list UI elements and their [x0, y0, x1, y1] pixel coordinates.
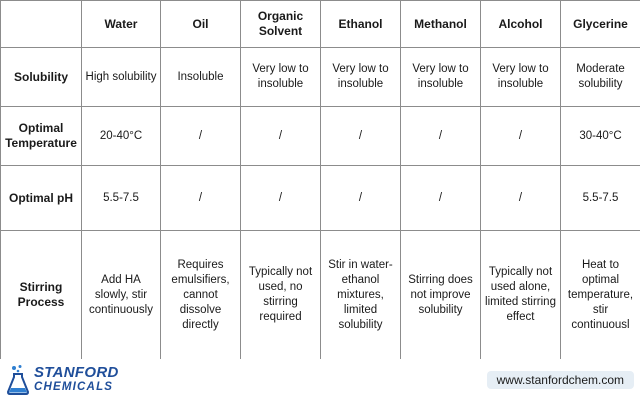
header-ethanol: Ethanol: [320, 0, 401, 48]
row-label-optimal-ph: Optimal pH: [0, 165, 82, 231]
table-row-solubility: Solubility High solubility Insoluble Ver…: [0, 47, 640, 107]
table-cell: Very low to insoluble: [400, 47, 481, 107]
row-label-solubility: Solubility: [0, 47, 82, 107]
header-oil: Oil: [160, 0, 241, 48]
table-cell: /: [480, 106, 561, 166]
table-cell: Stirring does not improve solubility: [400, 230, 481, 360]
header-water: Water: [81, 0, 161, 48]
table-cell: /: [400, 106, 481, 166]
table-cell: /: [160, 165, 241, 231]
table-cell: High solubility: [81, 47, 161, 107]
table-cell: Very low to insoluble: [240, 47, 321, 107]
table-cell: 20-40°C: [81, 106, 161, 166]
table-cell: /: [480, 165, 561, 231]
table-cell: 5.5-7.5: [81, 165, 161, 231]
logo-text-chemicals: CHEMICALS: [34, 381, 114, 393]
stanford-chemicals-logo[interactable]: STANFORD CHEMICALS: [6, 364, 119, 396]
page-footer: STANFORD CHEMICALS www.stanfordchem.com: [0, 359, 640, 400]
table-cell: /: [320, 106, 401, 166]
table-cell: Insoluble: [160, 47, 241, 107]
table-cell: Requires emulsifiers, cannot dissolve di…: [160, 230, 241, 360]
logo-text-stanford: STANFORD: [34, 364, 119, 381]
table-cell: Moderate solubility: [560, 47, 640, 107]
table-row-optimal-ph: Optimal pH 5.5-7.5 / / / / / 5.5-7.5: [0, 165, 640, 231]
table-cell: Heat to optimal temperature, stir contin…: [560, 230, 640, 360]
table-header-row: Water Oil Organic Solvent Ethanol Methan…: [0, 0, 640, 48]
row-label-stirring-process: Stirring Process: [0, 230, 82, 360]
table-cell: Add HA slowly, stir continuously: [81, 230, 161, 360]
table-cell: 30-40°C: [560, 106, 640, 166]
table-row-optimal-temperature: Optimal Temperature 20-40°C / / / / / 30…: [0, 106, 640, 166]
table-cell: /: [400, 165, 481, 231]
comparison-table-container: Water Oil Organic Solvent Ethanol Methan…: [0, 0, 640, 360]
table-row-stirring-process: Stirring Process Add HA slowly, stir con…: [0, 230, 640, 360]
flask-icon: [6, 365, 30, 395]
table-cell: /: [240, 165, 321, 231]
header-organic-solvent: Organic Solvent: [240, 0, 321, 48]
row-label-optimal-temperature: Optimal Temperature: [0, 106, 82, 166]
table-cell: Typically not used alone, limited stirri…: [480, 230, 561, 360]
table-cell: Stir in water-ethanol mixtures, limited …: [320, 230, 401, 360]
website-url-link[interactable]: www.stanfordchem.com: [486, 371, 634, 389]
table-cell: 5.5-7.5: [560, 165, 640, 231]
header-methanol: Methanol: [400, 0, 481, 48]
table-cell: /: [160, 106, 241, 166]
header-alcohol: Alcohol: [480, 0, 561, 48]
table-cell: /: [320, 165, 401, 231]
solubility-comparison-table: Water Oil Organic Solvent Ethanol Methan…: [0, 0, 640, 360]
header-corner-cell: [0, 0, 82, 48]
header-glycerine: Glycerine: [560, 0, 640, 48]
table-cell: Typically not used, no stirring required: [240, 230, 321, 360]
table-cell: Very low to insoluble: [480, 47, 561, 107]
table-cell: /: [240, 106, 321, 166]
table-cell: Very low to insoluble: [320, 47, 401, 107]
